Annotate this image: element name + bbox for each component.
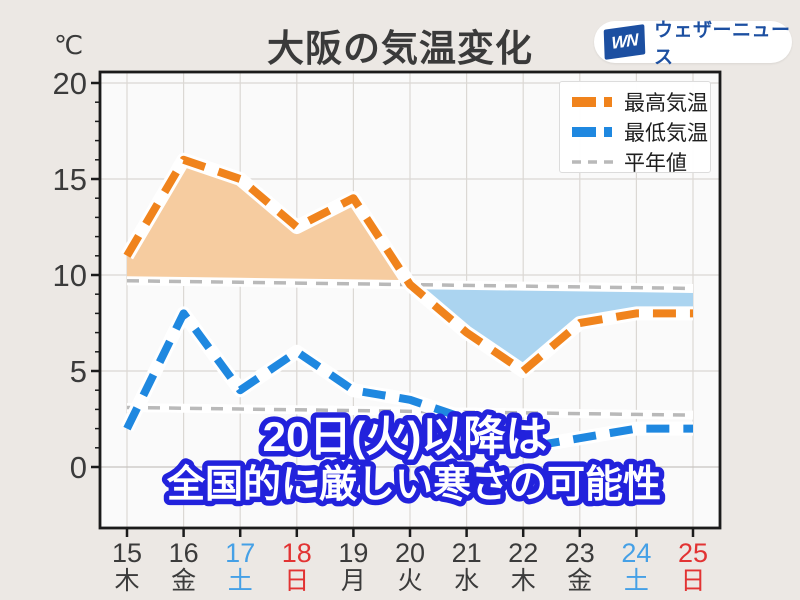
x-axis-weekday-label: 水 [454, 567, 479, 595]
legend-item-max-temp: 最高気温 [571, 87, 710, 117]
axes: 0510152015木16金17土18日19月20火21水22木23金24土25… [53, 66, 722, 595]
y-axis-label: 10 [53, 258, 87, 293]
y-axis-label: 0 [70, 450, 87, 485]
x-axis-weekday-label: 土 [228, 567, 253, 595]
weathernews-logo: WN ウェザーニュース [594, 20, 792, 68]
x-axis-day-label: 16 [169, 538, 199, 568]
x-axis-day-label: 24 [621, 538, 651, 568]
x-axis-weekday-label: 木 [114, 567, 139, 595]
x-axis-day-label: 22 [508, 538, 538, 568]
below-normal-area [410, 284, 693, 371]
warm-anomaly-fill [127, 159, 410, 285]
legend-item-min-temp: 最低気温 [571, 117, 710, 147]
x-axis-weekday-label: 日 [680, 567, 705, 595]
legend-label: 平年値 [624, 152, 687, 175]
legend-item-normal: 平年値 [571, 147, 710, 177]
page-title: 大阪の気温変化 [267, 28, 533, 69]
y-axis-unit-label: ℃ [54, 30, 84, 60]
y-axis-label: 20 [53, 66, 87, 101]
x-axis-weekday-label: 木 [511, 567, 536, 595]
y-axis-label: 5 [70, 354, 87, 389]
legend-label: 最低気温 [624, 122, 708, 145]
min-temp-dash-swatch-icon [572, 127, 614, 137]
chart-legend: 最高気温 最低気温 平年値 [559, 81, 711, 175]
legend-label: 最高気温 [624, 92, 708, 115]
normal-dash-swatch-icon [572, 160, 614, 164]
annotation-line-2: 全国的に厳しい寒さの可能性 [166, 463, 661, 506]
max-temp-line [120, 152, 693, 378]
min-temp-line [120, 306, 693, 455]
cold-anomaly-fill [410, 284, 693, 371]
above-normal-area [127, 159, 410, 285]
x-axis-weekday-label: 日 [284, 567, 309, 595]
x-axis-weekday-label: 土 [624, 567, 649, 595]
x-axis-day-label: 18 [282, 538, 312, 568]
weathernews-logo-text: ウェザーニュース [653, 20, 791, 68]
x-axis-day-label: 25 [678, 538, 708, 568]
x-axis-day-label: 17 [225, 538, 255, 568]
normal-min-line [126, 405, 694, 417]
annotation-line-1: 20日(火)以降は [263, 413, 548, 460]
x-axis-weekday-label: 月 [341, 567, 366, 595]
x-axis-day-label: 20 [395, 538, 425, 568]
x-axis-weekday-label: 金 [567, 567, 592, 595]
x-axis-day-label: 23 [565, 538, 595, 568]
min-temp-line [123, 309, 693, 452]
max-temp-line [123, 155, 693, 375]
x-axis-day-label: 21 [452, 538, 482, 568]
annotation-overlay: 20日(火)以降は 全国的に厳しい寒さの可能性 [160, 408, 666, 512]
y-axis-label: 15 [53, 162, 87, 197]
x-axis-day-label: 19 [338, 538, 368, 568]
x-axis-weekday-label: 金 [171, 567, 196, 595]
max-temp-dash-swatch-icon [572, 97, 614, 107]
x-axis-day-label: 15 [112, 538, 142, 568]
normal-min-line [126, 402, 694, 420]
x-axis-weekday-label: 火 [397, 567, 422, 595]
